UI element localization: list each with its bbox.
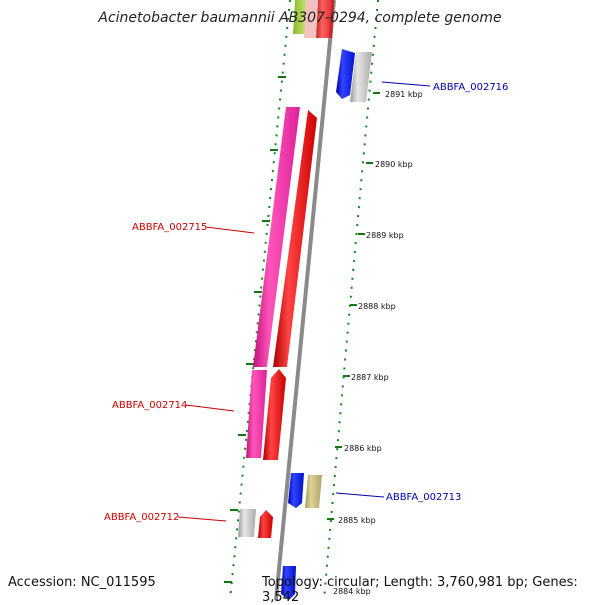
gene-label-002714[interactable]: ABBFA_002714 — [112, 400, 187, 411]
genome-backbone — [274, 0, 336, 600]
gene-label-002715[interactable]: ABBFA_002715 — [132, 222, 207, 233]
gene-abbfa-002712[interactable] — [258, 510, 273, 538]
tick-label-2889: 2889 kbp — [366, 231, 404, 240]
leader-002714 — [185, 404, 235, 412]
tick-label-2887: 2887 kbp — [351, 373, 389, 382]
genome-info-text: Topology: circular; Length: 3,760,981 bp… — [262, 575, 578, 605]
outer-track-outline — [323, 0, 379, 600]
genome-title: Acinetobacter baumannii AB307-0294, comp… — [98, 10, 502, 26]
gene-top-red[interactable] — [316, 0, 334, 38]
tick-label-2890: 2890 kbp — [375, 160, 413, 169]
leader-002712 — [177, 516, 227, 522]
gene-abbfa-002713[interactable] — [288, 473, 304, 508]
gene-abbfa-002715[interactable] — [253, 107, 300, 367]
gene-label-002712[interactable]: ABBFA_002712 — [104, 512, 179, 523]
scale-ticks — [224, 76, 380, 583]
gene-gray-lower[interactable] — [238, 509, 256, 537]
gene-label-002716[interactable]: ABBFA_002716 — [433, 82, 508, 93]
accession-text: Accession: NC_011595 — [8, 575, 156, 590]
leader-002715 — [205, 226, 255, 234]
gene-bottom-blue[interactable] — [281, 566, 296, 600]
gene-red-large[interactable] — [273, 110, 317, 367]
leader-002716 — [381, 81, 431, 87]
leader-002713 — [335, 492, 385, 498]
gene-gray-upper[interactable] — [350, 52, 372, 102]
tick-label-2886: 2886 kbp — [344, 444, 382, 453]
tick-label-2891: 2891 kbp — [385, 90, 423, 99]
gene-label-002713[interactable]: ABBFA_002713 — [386, 492, 461, 503]
gene-top-red-fade — [304, 0, 318, 38]
gene-abbfa-002714[interactable] — [246, 370, 267, 458]
gene-khaki[interactable] — [305, 475, 322, 508]
inner-track-outline — [229, 0, 291, 600]
tick-label-2884: 2884 kbp — [333, 587, 371, 596]
tick-label-2885: 2885 kbp — [338, 516, 376, 525]
tick-label-2888: 2888 kbp — [358, 302, 396, 311]
gene-red-lower[interactable] — [263, 369, 286, 460]
gene-blue-upper[interactable] — [336, 49, 355, 99]
